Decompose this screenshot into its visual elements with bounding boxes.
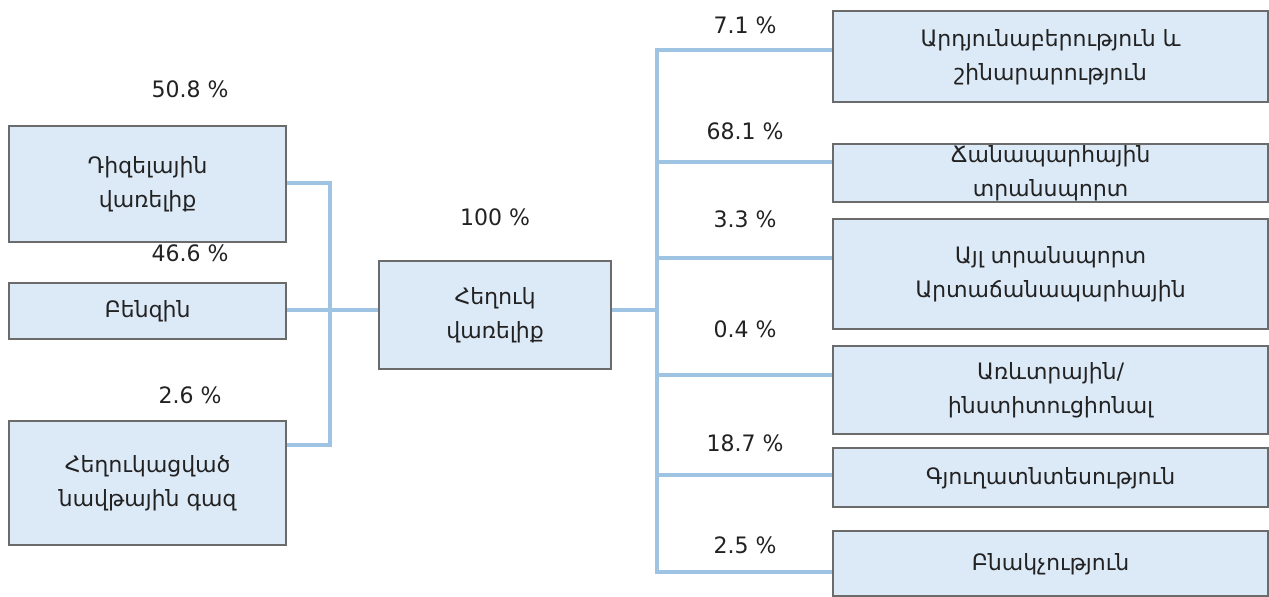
node-label: վառելիք <box>446 319 544 344</box>
node-box: Առևտրային/ինստիտուցիոնալ <box>832 345 1269 435</box>
node-box: Բնակչություն <box>832 530 1269 597</box>
share-label: 0.4 % <box>713 318 777 343</box>
node-label: վառելիք <box>98 188 197 213</box>
node-box: Այլ տրանսպորտ Արտաճանապարհային <box>832 218 1269 330</box>
node-label: ինստիտուցիոնալ <box>947 394 1154 419</box>
node-box: Ճանապարհային տրանսպորտ <box>832 143 1269 203</box>
share-label: 2.6 % <box>158 384 222 409</box>
node-box: Գյուղատնտեսություն <box>832 447 1269 508</box>
node-label: Հեղուկ <box>454 285 536 310</box>
node-box: Բենզին <box>8 282 287 340</box>
node-label: Արտաճանապարհային <box>915 278 1186 303</box>
node-label: Առևտրային/ <box>976 360 1125 385</box>
share-label: 100 % <box>460 206 530 231</box>
node-label: տրանսպորտ <box>972 177 1129 202</box>
share-label: 7.1 % <box>713 14 777 39</box>
node-label: Հեղուկացված <box>64 453 231 478</box>
share-label: 18.7 % <box>706 432 784 457</box>
node-label: Դիզելային <box>87 154 208 179</box>
node-label: Բենզին <box>104 298 191 323</box>
share-label: 2.5 % <box>713 534 777 559</box>
share-label: 3.3 % <box>713 208 777 233</box>
node-label: Այլ տրանսպորտ <box>954 244 1147 269</box>
share-label: 50.8 % <box>151 78 229 103</box>
node-label: շինարարություն <box>954 60 1147 86</box>
share-label: 68.1 % <box>706 120 784 145</box>
node-box: Արդյունաբերություն և շինարարություն <box>832 10 1269 103</box>
node-box: Դիզելային վառելիք <box>8 125 287 243</box>
node-label: Ճանապարհային <box>950 143 1151 168</box>
node-box: Հեղուկացված նավթային գազ <box>8 420 287 546</box>
node-label: Գյուղատնտեսություն <box>925 464 1176 490</box>
node-label: Բնակչություն <box>971 550 1130 576</box>
node-label: նավթային գազ <box>58 487 237 512</box>
connector <box>287 181 332 447</box>
share-label: 46.6 % <box>151 242 229 267</box>
node-box: Հեղուկ վառելիք <box>378 260 612 370</box>
node-label: Արդյունաբերություն և <box>920 26 1181 52</box>
